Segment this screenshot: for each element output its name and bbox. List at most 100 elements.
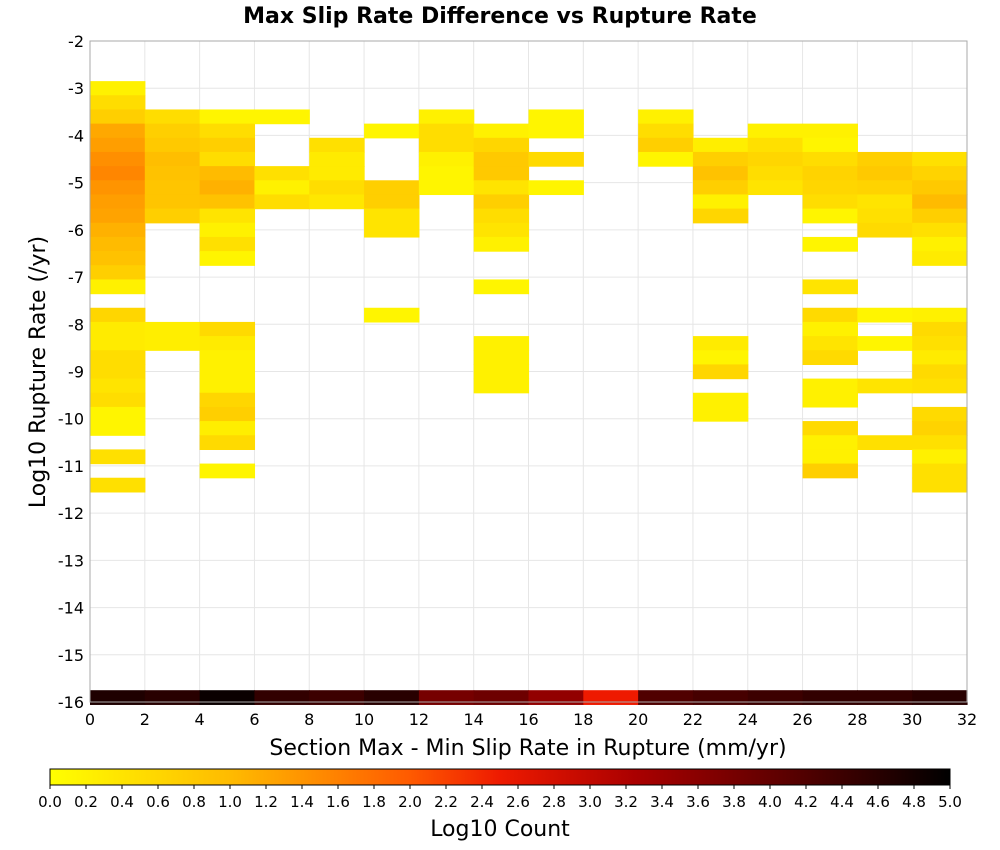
heatmap-cell	[638, 123, 694, 139]
y-tick-label: -2	[68, 32, 84, 51]
heatmap-cell	[857, 378, 913, 394]
heatmap-cell	[90, 265, 146, 281]
heatmap-cell	[199, 392, 256, 408]
heatmap-cell	[144, 137, 201, 153]
x-tick-label: 24	[738, 710, 758, 729]
heatmap-cell	[199, 435, 256, 450]
heatmap-cell	[199, 421, 256, 436]
y-tick-label: -15	[58, 646, 84, 665]
heatmap-cell	[90, 81, 146, 96]
colorbar-tick-label: 3.6	[686, 793, 710, 811]
heatmap-cell	[747, 123, 804, 139]
x-tick-label: 22	[683, 710, 703, 729]
heatmap-cell	[638, 137, 694, 153]
colorbar-tick-label: 4.4	[830, 793, 854, 811]
heatmap-cell	[254, 194, 310, 210]
heatmap-cell	[418, 123, 475, 139]
heatmap-cell	[309, 690, 365, 705]
heatmap-cell	[418, 166, 475, 181]
colorbar-tick-label: 1.4	[290, 793, 314, 811]
colorbar-tick-label: 0.8	[182, 793, 206, 811]
heatmap-cell	[747, 690, 804, 705]
heatmap-cell	[144, 180, 201, 196]
heatmap-cell	[199, 151, 256, 167]
colorbar-tick-label: 0.0	[38, 793, 62, 811]
heatmap-cell	[144, 336, 201, 351]
heatmap-cell	[90, 166, 146, 181]
y-tick-label: -7	[68, 268, 84, 287]
colorbar-tick-label: 2.4	[470, 793, 494, 811]
heatmap-cell	[912, 690, 968, 705]
heatmap-cell	[857, 336, 913, 351]
heatmap-cell	[912, 208, 968, 224]
colorbar-tick-label: 4.6	[866, 793, 890, 811]
heatmap-cell	[857, 151, 913, 167]
heatmap-cell	[857, 194, 913, 210]
heatmap-cell	[199, 406, 256, 422]
y-axis-ticks: -2 -3 -4 -5 -6 -7 -8 -9 -10 -11 -12 -13 -14 -15 -16	[58, 32, 84, 712]
heatmap-cell	[90, 123, 146, 139]
heatmap-cell	[473, 180, 530, 196]
y-tick-label: -11	[58, 457, 84, 476]
y-tick-label: -5	[68, 174, 84, 193]
heatmap-cell	[364, 222, 420, 238]
heatmap-cell	[802, 194, 858, 210]
heatmap-cell	[802, 392, 858, 408]
heatmap-cell	[473, 194, 530, 210]
x-tick-label: 10	[354, 710, 374, 729]
colorbar-tick-label: 4.2	[794, 793, 818, 811]
heatmap-cell	[90, 364, 146, 380]
heatmap-cell	[473, 166, 530, 181]
colorbar-tick-label: 1.2	[254, 793, 278, 811]
heatmap-cell	[528, 180, 584, 196]
heatmap-cell	[692, 194, 749, 210]
heatmap-cell	[90, 222, 146, 238]
heatmap-cell	[90, 690, 146, 705]
heatmap-cell	[199, 364, 256, 380]
heatmap-cell	[802, 166, 858, 181]
heatmap-cell	[473, 690, 530, 705]
heatmap-cell	[912, 251, 968, 266]
colorbar-tick-label: 2.8	[542, 793, 566, 811]
heatmap-cell	[199, 463, 256, 479]
heatmap-cell	[199, 222, 256, 238]
heatmap-cell	[90, 350, 146, 366]
heatmap-cell	[199, 236, 256, 252]
x-tick-label: 16	[518, 710, 538, 729]
colorbar-tick-label: 0.2	[74, 793, 98, 811]
colorbar-ticks: 0.0 0.2 0.4 0.6 0.8 1.0 1.2 1.4 1.6 1.8 2.0 2.2 2.4 2…	[38, 785, 962, 811]
y-tick-label: -6	[68, 221, 84, 240]
heatmap-cell	[254, 690, 310, 705]
heatmap-cell	[747, 166, 804, 181]
heatmap-cell	[418, 137, 475, 153]
colorbar-tick-label: 1.0	[218, 793, 242, 811]
heatmap-cell	[912, 477, 968, 493]
y-tick-label: -12	[58, 504, 84, 523]
heatmap-cell	[254, 180, 310, 196]
heatmap-cell	[802, 137, 858, 153]
heatmap-cell	[912, 222, 968, 238]
heatmap-cell	[638, 151, 694, 167]
x-tick-label: 14	[464, 710, 484, 729]
heatmap-cell	[90, 421, 146, 436]
heatmap-cell	[199, 690, 256, 705]
heatmap-cell	[364, 180, 420, 196]
heatmap-cell	[309, 137, 365, 153]
colorbar-tick-label: 4.8	[902, 793, 926, 811]
heatmap-cell	[473, 151, 530, 167]
heatmap-cell	[692, 151, 749, 167]
heatmap-cell	[199, 194, 256, 210]
colorbar-tick-label: 2.2	[434, 793, 458, 811]
heatmap-cell	[309, 151, 365, 167]
heatmap-cell	[692, 166, 749, 181]
heatmap-cell	[144, 151, 201, 167]
colorbar-tick-label: 5.0	[938, 793, 962, 811]
heatmap-cell	[802, 208, 858, 224]
heatmap-cell	[802, 151, 858, 167]
x-tick-label: 0	[85, 710, 95, 729]
heatmap-cell	[473, 279, 530, 295]
heatmap-cell	[912, 321, 968, 337]
heatmap-cell	[199, 251, 256, 266]
heatmap-cell	[90, 194, 146, 210]
